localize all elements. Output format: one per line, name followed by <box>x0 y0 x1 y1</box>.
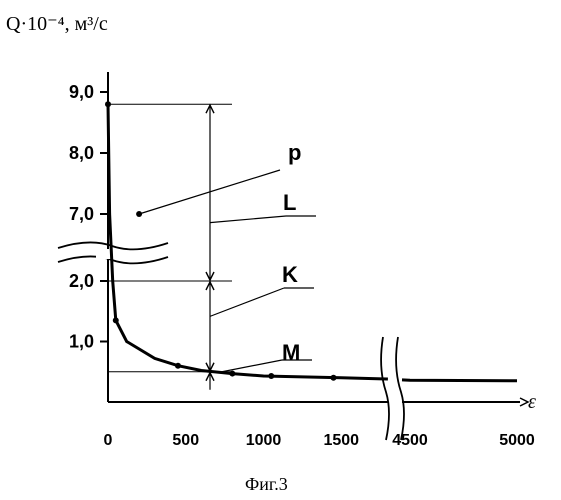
annotation-label: M <box>282 340 300 365</box>
y-tick-label: 2,0 <box>69 271 94 291</box>
annotation-label: L <box>283 190 296 215</box>
x-axis-break-mark <box>381 337 389 440</box>
data-point <box>105 101 111 107</box>
data-point <box>229 371 235 377</box>
y-axis-label: Q·10⁻⁴, м³/с <box>6 13 108 35</box>
x-tick-label: 500 <box>172 432 199 449</box>
annotation-label: K <box>282 262 298 287</box>
y-tick-label: 9,0 <box>69 82 94 102</box>
x-tick-label: 0 <box>104 432 113 449</box>
annotation-leader <box>210 288 284 316</box>
y-axis-break-mark <box>58 242 168 249</box>
annotation-leader <box>210 216 286 223</box>
y-tick-label: 8,0 <box>69 143 94 163</box>
annotation-leader <box>222 360 282 372</box>
data-point <box>330 375 336 381</box>
annotation-label: p <box>288 140 301 165</box>
x-tick-label: 1500 <box>323 432 359 449</box>
series-line <box>108 104 388 379</box>
figure-caption: Фиг.3 <box>245 474 288 494</box>
y-tick-label: 1,0 <box>69 332 94 352</box>
data-point <box>268 373 274 379</box>
y-tick-label: 7,0 <box>69 204 94 224</box>
data-point <box>113 317 119 323</box>
x-tick-label: 4500 <box>392 432 428 449</box>
x-tick-label: 1000 <box>246 432 282 449</box>
data-point <box>175 363 181 369</box>
y-break-gap <box>96 249 120 259</box>
x-tick-label: 5000 <box>499 432 535 449</box>
series-line <box>402 380 517 381</box>
x-axis-arrow <box>520 398 528 406</box>
